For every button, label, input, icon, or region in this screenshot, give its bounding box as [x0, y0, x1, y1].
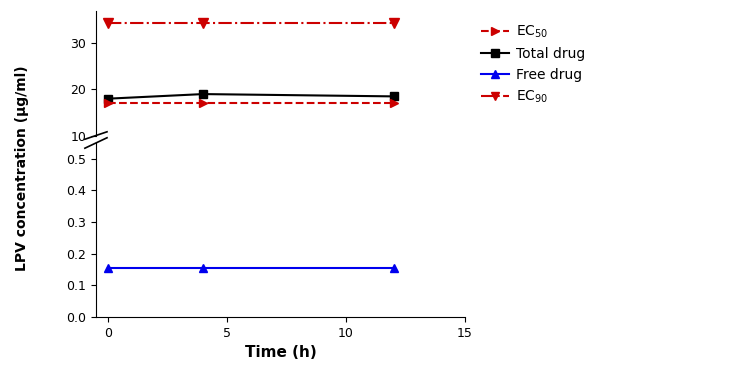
X-axis label: Time (h): Time (h) — [244, 345, 317, 360]
Text: LPV concentration (μg/ml): LPV concentration (μg/ml) — [15, 65, 29, 271]
Legend: EC$_{50}$, Total drug, Free drug, EC$_{90}$: EC$_{50}$, Total drug, Free drug, EC$_{9… — [475, 18, 590, 111]
